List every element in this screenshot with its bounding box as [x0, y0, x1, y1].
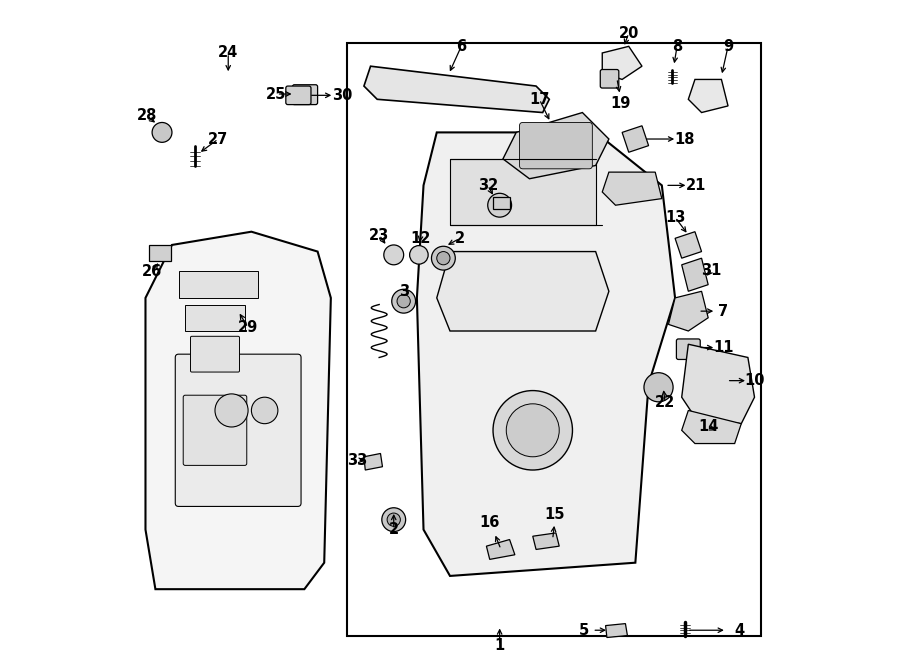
- Polygon shape: [146, 232, 331, 589]
- Polygon shape: [622, 126, 649, 152]
- Text: 25: 25: [266, 87, 287, 101]
- Circle shape: [397, 295, 410, 308]
- Polygon shape: [503, 113, 609, 179]
- Polygon shape: [533, 533, 559, 549]
- Text: 3: 3: [399, 284, 409, 299]
- Text: 6: 6: [456, 39, 466, 54]
- Circle shape: [251, 397, 278, 424]
- Text: 16: 16: [480, 516, 500, 530]
- Text: 9: 9: [723, 39, 734, 54]
- Text: 11: 11: [713, 340, 734, 355]
- Text: 15: 15: [544, 507, 565, 522]
- Polygon shape: [417, 132, 675, 576]
- Polygon shape: [486, 540, 515, 559]
- Circle shape: [392, 289, 416, 313]
- FancyBboxPatch shape: [347, 43, 761, 636]
- Polygon shape: [681, 344, 754, 424]
- Circle shape: [431, 246, 455, 270]
- Circle shape: [382, 508, 406, 532]
- Text: 8: 8: [672, 39, 682, 54]
- Text: 21: 21: [686, 178, 706, 193]
- Polygon shape: [606, 624, 627, 638]
- Circle shape: [644, 373, 673, 402]
- Polygon shape: [364, 66, 549, 113]
- Text: 31: 31: [701, 263, 722, 277]
- FancyBboxPatch shape: [191, 336, 239, 372]
- Circle shape: [152, 122, 172, 142]
- Text: 14: 14: [698, 420, 718, 434]
- Circle shape: [387, 513, 400, 526]
- Text: 23: 23: [369, 228, 390, 242]
- Text: 27: 27: [208, 132, 229, 146]
- Polygon shape: [675, 232, 702, 258]
- Text: 10: 10: [744, 373, 765, 388]
- FancyBboxPatch shape: [519, 122, 592, 169]
- Text: 19: 19: [610, 97, 630, 111]
- Text: 24: 24: [218, 46, 238, 60]
- Polygon shape: [602, 172, 662, 205]
- Text: 33: 33: [347, 453, 367, 467]
- Circle shape: [507, 404, 559, 457]
- FancyBboxPatch shape: [600, 70, 619, 88]
- Text: 2: 2: [454, 231, 465, 246]
- Text: 28: 28: [137, 109, 157, 123]
- FancyBboxPatch shape: [149, 245, 171, 261]
- Text: 17: 17: [529, 92, 550, 107]
- Text: 30: 30: [332, 88, 352, 103]
- FancyBboxPatch shape: [493, 197, 509, 209]
- Text: 22: 22: [655, 395, 675, 410]
- FancyBboxPatch shape: [286, 86, 311, 105]
- Polygon shape: [602, 46, 642, 79]
- Text: 4: 4: [734, 623, 744, 638]
- Text: 20: 20: [618, 26, 639, 40]
- Text: 18: 18: [675, 132, 696, 146]
- Circle shape: [383, 245, 404, 265]
- Text: 12: 12: [410, 231, 430, 246]
- FancyBboxPatch shape: [292, 85, 318, 105]
- Circle shape: [493, 391, 572, 470]
- Polygon shape: [364, 453, 382, 470]
- FancyBboxPatch shape: [178, 271, 258, 298]
- Text: 1: 1: [494, 638, 505, 653]
- Polygon shape: [688, 79, 728, 113]
- Text: 7: 7: [718, 304, 728, 318]
- Circle shape: [215, 394, 248, 427]
- FancyBboxPatch shape: [450, 159, 596, 225]
- Text: 26: 26: [142, 264, 162, 279]
- Text: 13: 13: [665, 210, 685, 224]
- FancyBboxPatch shape: [677, 339, 700, 359]
- Circle shape: [488, 193, 511, 217]
- Polygon shape: [681, 410, 742, 444]
- Text: 5: 5: [580, 623, 590, 638]
- Text: 29: 29: [238, 320, 258, 335]
- Text: 32: 32: [478, 178, 498, 193]
- Circle shape: [436, 252, 450, 265]
- Circle shape: [410, 246, 428, 264]
- Polygon shape: [681, 258, 708, 291]
- FancyBboxPatch shape: [176, 354, 302, 506]
- Polygon shape: [436, 252, 609, 331]
- Text: 2: 2: [389, 522, 399, 537]
- FancyBboxPatch shape: [184, 395, 247, 465]
- Polygon shape: [669, 291, 708, 331]
- FancyBboxPatch shape: [185, 305, 245, 331]
